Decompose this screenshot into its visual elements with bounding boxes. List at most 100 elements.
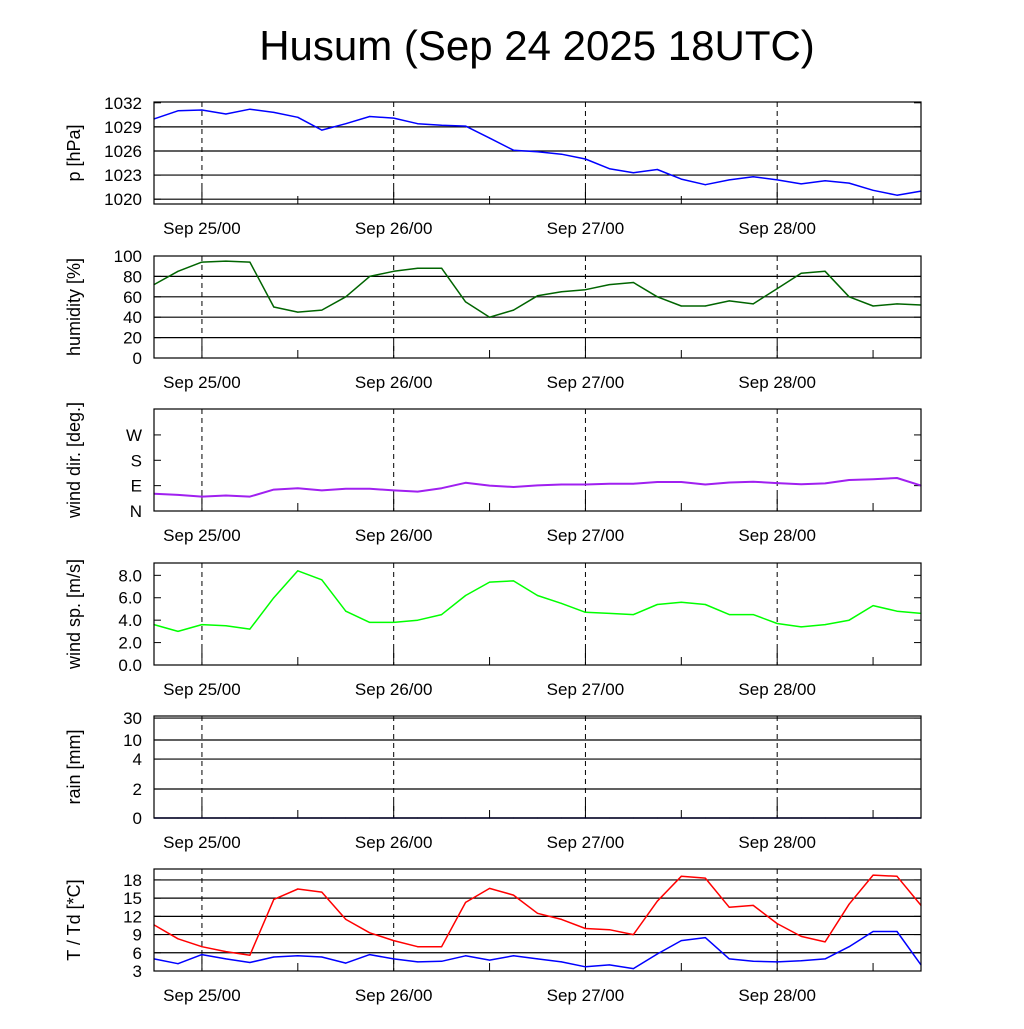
data-point: [656, 953, 658, 955]
data-point: [680, 940, 682, 942]
series-line-t: [153, 874, 922, 956]
data-point: [464, 125, 467, 127]
data-point: [345, 296, 347, 298]
data-point: [225, 950, 227, 953]
data-point: [321, 489, 323, 492]
data-point: [704, 877, 706, 879]
data-point: [417, 961, 419, 963]
data-point: [249, 496, 251, 498]
data-point: [728, 613, 730, 616]
data-point: [608, 483, 611, 485]
data-point: [321, 579, 323, 581]
data-point: [848, 619, 850, 621]
data-point: [752, 904, 754, 907]
data-point: [848, 182, 850, 184]
data-point: [656, 296, 658, 298]
data-point: [512, 580, 515, 582]
data-point: [417, 267, 419, 269]
data-point: [728, 300, 730, 302]
data-point: [249, 108, 251, 110]
data-point: [560, 483, 563, 486]
data-point: [608, 283, 611, 286]
data-point: [872, 930, 874, 933]
data-point: [848, 296, 850, 298]
data-point: [536, 295, 539, 297]
data-point: [369, 275, 371, 277]
data-point: [369, 932, 371, 934]
y-axis-label: wind dir. [deg.]: [64, 402, 84, 519]
y-tick-label: W: [126, 426, 142, 445]
data-point: [201, 946, 203, 948]
y-axis-label: rain [mm]: [64, 729, 84, 804]
data-point: [824, 958, 826, 960]
x-tick-label: Sep 28/00: [738, 526, 816, 545]
y-tick-label: 4.0: [118, 611, 142, 630]
data-point: [536, 958, 539, 960]
x-tick-label: Sep 28/00: [738, 986, 816, 1005]
data-point: [488, 581, 491, 583]
data-point: [896, 875, 898, 877]
x-tick-label: Sep 25/00: [163, 219, 241, 238]
plot-frame: [153, 101, 922, 205]
data-point: [704, 184, 706, 186]
y-tick-label: 6: [133, 944, 142, 963]
data-point: [680, 305, 682, 307]
y-tick-label: S: [131, 451, 142, 470]
data-point: [177, 494, 179, 496]
data-point: [393, 270, 395, 272]
data-point: [704, 305, 706, 307]
x-tick-label: Sep 26/00: [355, 219, 433, 238]
data-point: [345, 918, 347, 920]
x-tick-label: Sep 28/00: [738, 373, 816, 392]
data-point: [896, 303, 898, 305]
data-point: [297, 570, 299, 572]
data-point: [824, 180, 826, 182]
x-tick-label: Sep 25/00: [163, 526, 241, 545]
data-point: [201, 954, 203, 956]
data-point: [824, 482, 826, 484]
data-point: [464, 482, 467, 484]
series-line-wind-speed: [153, 570, 922, 633]
data-point: [584, 611, 587, 613]
data-point: [225, 494, 227, 497]
data-point: [488, 485, 491, 487]
x-tick-label: Sep 26/00: [355, 373, 433, 392]
data-point: [417, 946, 419, 948]
data-point: [680, 875, 682, 877]
data-point: [321, 891, 323, 893]
y-tick-label: 2.0: [118, 634, 142, 653]
x-tick-label: Sep 28/00: [738, 680, 816, 699]
y-tick-label: 20: [123, 329, 142, 348]
y-tick-label: 0.0: [118, 656, 142, 675]
data-point: [656, 603, 658, 606]
data-point: [704, 937, 706, 939]
data-point: [896, 930, 898, 933]
plot-frame: [153, 868, 922, 972]
data-point: [201, 496, 203, 498]
data-point: [608, 964, 611, 966]
data-point: [345, 962, 347, 964]
data-point: [225, 625, 227, 627]
data-point: [608, 612, 611, 615]
series-line-wind-direction: [153, 477, 922, 498]
data-point: [560, 153, 563, 155]
data-point: [824, 270, 826, 272]
panel-wind-speed: 8.0 6.0 4.0 2.0 0.0 wind sp. [m/s] Sep 25/00 Se…: [64, 559, 922, 699]
data-point: [632, 613, 634, 616]
data-point: [776, 622, 778, 625]
data-point: [297, 311, 299, 313]
data-point: [393, 940, 395, 942]
y-tick-label: E: [131, 477, 142, 496]
data-point: [824, 941, 826, 943]
data-point: [896, 194, 898, 196]
y-tick-label: 8.0: [118, 566, 142, 585]
data-point: [776, 482, 778, 484]
data-point: [345, 123, 347, 125]
data-point: [321, 129, 323, 131]
data-point: [584, 966, 587, 968]
data-point: [177, 110, 179, 112]
data-point: [225, 113, 227, 115]
data-point: [273, 306, 275, 308]
data-point: [680, 481, 682, 483]
